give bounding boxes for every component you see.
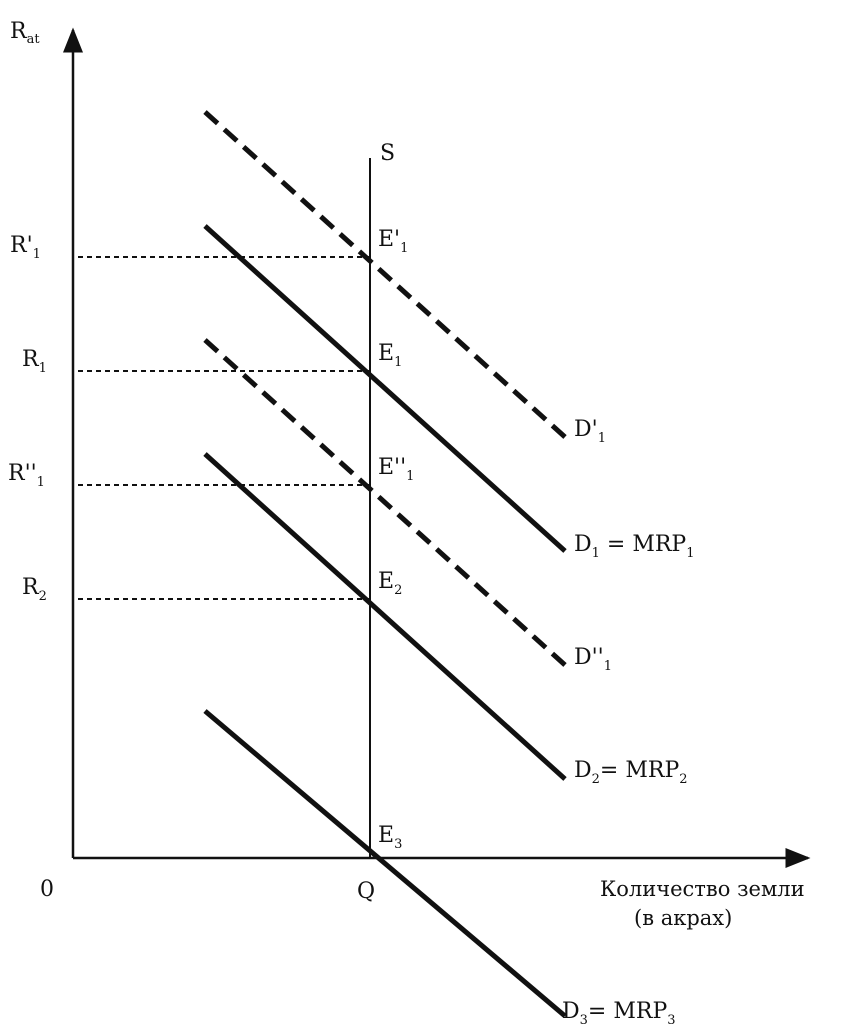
demand-d1-double-prime — [203, 338, 567, 667]
q-label: Q — [357, 879, 375, 904]
rent-label-r1-double-prime: R''1 — [8, 461, 45, 490]
demand-d1-prime — [203, 110, 567, 439]
demand-label-d1: D1 = MRP1 — [574, 532, 695, 561]
x-axis-label-line2: (в акрах) — [634, 906, 732, 930]
origin-label: 0 — [40, 877, 54, 902]
demand-d3 — [203, 709, 567, 1018]
supply-label: S — [380, 141, 395, 166]
demand-d2 — [203, 452, 567, 781]
equilibrium-e3: E3 — [378, 823, 402, 852]
demand-label-d1-prime: D'1 — [574, 417, 606, 446]
demand-d1 — [203, 224, 567, 553]
y-axis-label: Rat — [10, 19, 40, 47]
demand-label-d1-double-prime: D''1 — [574, 645, 612, 674]
demand-label-d3: D3= MRP3 — [562, 999, 676, 1028]
x-axis-label-line1: Количество земли — [600, 877, 805, 901]
equilibrium-e1: E1 — [378, 341, 402, 370]
rent-label-r1: R1 — [22, 347, 47, 376]
demand-label-d2: D2= MRP2 — [574, 758, 688, 787]
rent-label-r1-prime: R'1 — [10, 233, 41, 262]
equilibrium-e2: E2 — [378, 569, 402, 598]
equilibrium-e1-prime: E'1 — [378, 227, 408, 256]
equilibrium-e1-double-prime: E''1 — [378, 455, 414, 484]
rent-label-r2: R2 — [22, 575, 47, 604]
